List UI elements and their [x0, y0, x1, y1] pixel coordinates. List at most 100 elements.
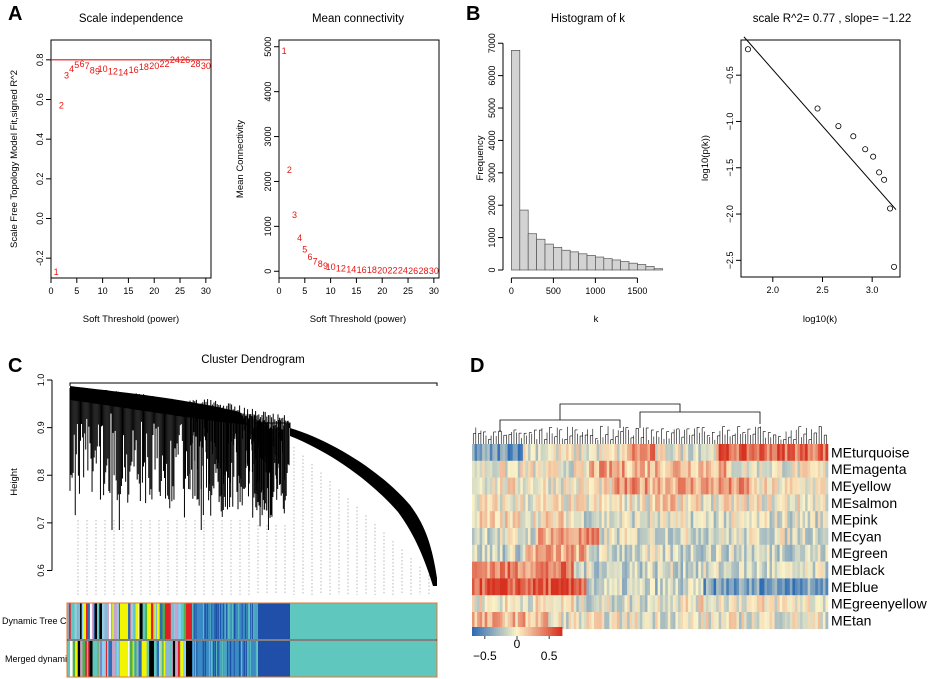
heatmap-cell — [665, 477, 669, 495]
heatmap-cell — [520, 544, 524, 562]
heatmap-cell — [484, 460, 488, 478]
module-stripe — [164, 603, 169, 639]
column-dendrogram-link — [499, 419, 621, 432]
colorbar-step — [516, 627, 519, 636]
heatmap-cell — [527, 528, 531, 546]
heatmap-cell — [586, 544, 590, 562]
heatmap-cell — [728, 561, 732, 579]
module-label: MEtan — [831, 612, 871, 628]
heatmap-cell — [822, 477, 826, 495]
si-xtick-label: 10 — [98, 286, 108, 296]
heatmap-cell — [601, 595, 605, 613]
module-stripe — [177, 603, 179, 639]
heatmap-cell — [545, 494, 549, 512]
mc-point-label: 5 — [302, 245, 307, 255]
heatmap-cell — [820, 494, 824, 512]
heatmap-cell — [650, 578, 653, 596]
heatmap-cell — [741, 477, 745, 495]
heatmap-cell — [497, 612, 501, 630]
heatmap-cell — [718, 612, 722, 630]
heatmap-cell — [538, 511, 541, 529]
heatmap-cell — [675, 477, 679, 495]
heatmap-cell — [652, 561, 656, 579]
mc-xtick-label: 25 — [403, 286, 413, 296]
heatmap-cell — [530, 494, 534, 512]
module-label: MEgreenyellow — [831, 596, 928, 612]
mc-xtick-label: 0 — [276, 286, 281, 296]
heatmap-cell — [533, 477, 536, 495]
heatmap-cell — [624, 595, 628, 613]
heatmap-cell — [601, 612, 605, 630]
heatmap-cell — [815, 595, 819, 613]
module-stripe — [107, 603, 110, 639]
heatmap-cell — [601, 444, 605, 462]
heatmap-cell — [749, 528, 753, 546]
heatmap-cell — [494, 460, 498, 478]
colorbar-step — [514, 627, 517, 636]
heatmap-cell — [515, 444, 519, 462]
heatmap-cell — [576, 544, 580, 562]
heatmap-cell — [573, 444, 577, 462]
heatmap-cell — [586, 578, 590, 596]
heatmap-cell — [802, 612, 806, 630]
heatmap-cell — [769, 511, 773, 529]
heatmap-cell — [492, 612, 496, 630]
heatmap-cell — [629, 544, 633, 562]
scale-independence-plot: Scale independence 0 5 10 15 20 25 30-0.20.00.… — [9, 13, 212, 325]
module-stripe — [175, 641, 179, 677]
heatmap-cell — [769, 460, 773, 478]
heatmap-cell — [576, 578, 580, 596]
heatmap-cell — [594, 578, 597, 596]
heatmap-cell — [616, 578, 620, 596]
heatmap-cell — [766, 444, 770, 462]
heatmap-cell — [629, 612, 633, 630]
heatmap-cell — [749, 511, 753, 529]
heatmap-cell — [484, 528, 488, 546]
module-label: MEsalmon — [831, 495, 897, 511]
heatmap-cell — [733, 612, 737, 630]
heatmap-cell — [492, 460, 496, 478]
heatmap-cell — [566, 444, 569, 462]
heatmap-cell — [477, 578, 480, 596]
heatmap-cell — [527, 511, 531, 529]
heatmap-cell — [594, 544, 597, 562]
heatmap-cell — [599, 578, 602, 596]
heatmap-cell — [558, 494, 562, 512]
module-stripe — [118, 641, 121, 677]
heatmap-cell — [563, 494, 567, 512]
heatmap-cell — [591, 595, 595, 613]
heatmap-cell — [736, 578, 740, 596]
heatmap-cell — [599, 460, 602, 478]
module-label: MEturquoise — [831, 444, 910, 460]
heatmap-cell — [472, 460, 475, 478]
heatmap-cell — [784, 612, 788, 630]
heatmap-cell — [507, 444, 511, 462]
heatmap-cell — [787, 477, 791, 495]
module-stripe — [129, 641, 133, 677]
heatmap-cell — [494, 528, 498, 546]
heatmap-cell — [604, 561, 608, 579]
heatmap-cell — [487, 511, 491, 529]
heatmap-cell — [624, 528, 628, 546]
mean-connectivity-frame — [278, 39, 440, 279]
heatmap-cell — [484, 494, 488, 512]
heatmap-cell — [650, 477, 653, 495]
heatmap-cell — [805, 578, 808, 596]
heatmap-cell — [817, 578, 821, 596]
heatmap-cell — [627, 528, 630, 546]
heatmap-cell — [568, 595, 572, 613]
heatmap-cell — [545, 612, 549, 630]
heatmap-cell — [624, 444, 628, 462]
heatmap-cell — [672, 561, 676, 579]
heatmap-cell — [731, 444, 735, 462]
heatmap-cell — [716, 460, 719, 478]
heatmap-cell — [561, 544, 564, 562]
heatmap-cell — [634, 511, 638, 529]
module-stripe — [238, 603, 240, 639]
heatmap-cell — [507, 528, 511, 546]
heatmap-cell — [807, 578, 811, 596]
dendrogram-cluster-mass — [70, 386, 248, 425]
heatmap-cell — [756, 494, 760, 512]
heatmap-cell — [609, 544, 613, 562]
heatmap-cell — [744, 544, 747, 562]
